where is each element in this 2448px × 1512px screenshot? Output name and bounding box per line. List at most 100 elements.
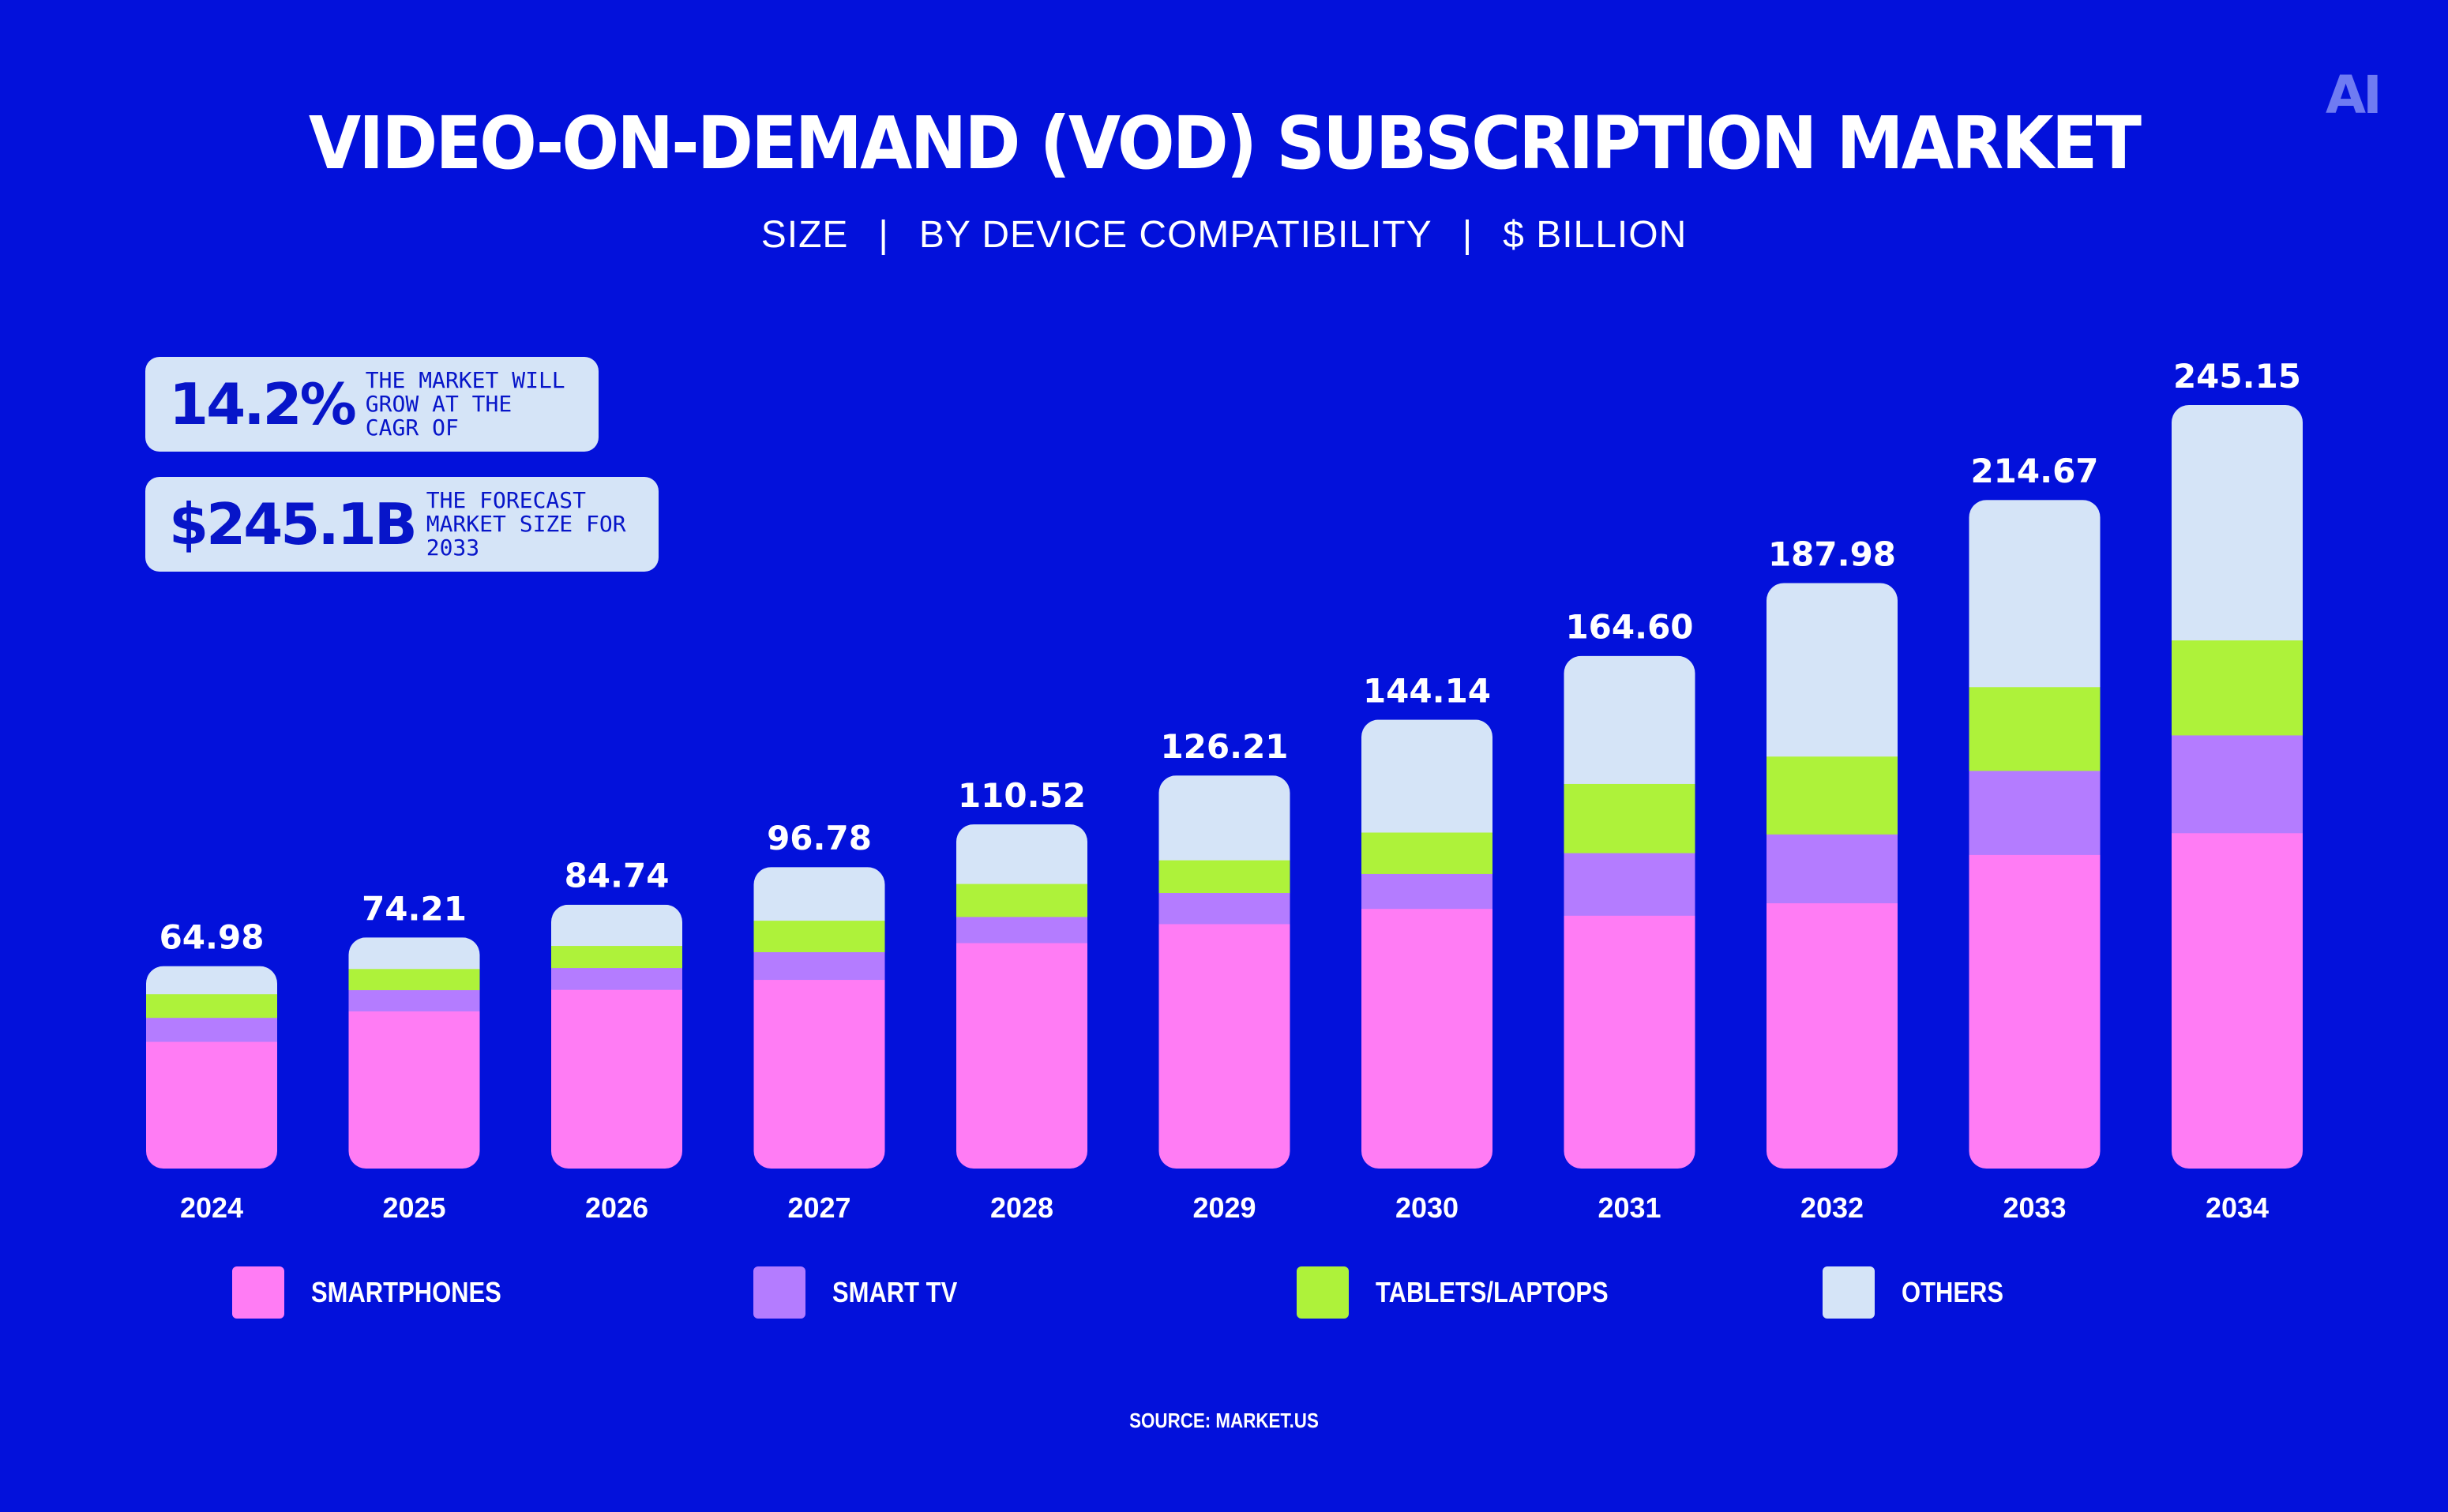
legend-item-others: OTHERS — [1823, 1266, 2020, 1319]
bar-segment-smart-tv-2032 — [1767, 834, 1898, 904]
bar-group-2031 — [1564, 655, 1695, 1169]
subtitle-separator: | — [878, 214, 889, 256]
bar-segment-others-2033 — [1969, 500, 2101, 688]
brand-logo: AI — [2326, 65, 2382, 126]
bar-segment-others-2024 — [146, 966, 277, 995]
bar-segment-smartphones-2033 — [1969, 854, 2101, 1169]
bar-segment-others-2026 — [551, 904, 682, 947]
x-tick-label: 2033 — [2003, 1191, 2066, 1224]
x-tick-label: 2028 — [990, 1191, 1053, 1224]
legend-label-smartphones: SMARTPHONES — [311, 1276, 501, 1308]
bar-segment-smart-tv-2030 — [1361, 873, 1492, 910]
bar-segment-tablets-laptops-2024 — [146, 993, 277, 1019]
legend-swatch-others — [1823, 1266, 1875, 1319]
legend-item-tablets-laptops: TABLETS/LAPTOPS — [1297, 1266, 1646, 1319]
forecast-value: $245.1B — [169, 491, 418, 557]
source-note: SOURCE: MARKET.US — [1129, 1409, 1319, 1432]
legend-swatch-tablets-laptops — [1297, 1266, 1349, 1319]
bar-total-label: 110.52 — [958, 776, 1086, 815]
bar-segment-smartphones-2028 — [956, 943, 1087, 1169]
x-tick-label: 2030 — [1395, 1191, 1459, 1224]
legend-swatch-smart-tv — [753, 1266, 805, 1319]
bar-total-label: 84.74 — [565, 857, 670, 895]
bar-segment-tablets-laptops-2026 — [551, 945, 682, 969]
bar-segment-smartphones-2031 — [1564, 915, 1695, 1169]
bar-total-label: 214.67 — [1970, 452, 2098, 490]
bar-segment-tablets-laptops-2033 — [1969, 686, 2101, 771]
bar-total-label: 144.14 — [1363, 671, 1491, 710]
bar-segment-smartphones-2030 — [1361, 908, 1492, 1169]
x-tick-label: 2032 — [1800, 1191, 1864, 1224]
subtitle-separator: | — [1462, 214, 1474, 256]
bar-segment-tablets-laptops-2029 — [1158, 860, 1290, 894]
bar-segment-smartphones-2026 — [551, 989, 682, 1169]
legend-label-tablets-laptops: TABLETS/LAPTOPS — [1376, 1276, 1609, 1308]
bar-total-label: 96.78 — [767, 819, 872, 857]
x-tick-label: 2026 — [585, 1191, 648, 1224]
x-tick-label: 2031 — [1598, 1191, 1661, 1224]
legend-item-smartphones: SMARTPHONES — [232, 1266, 532, 1319]
bar-segment-smartphones-2025 — [348, 1011, 480, 1169]
bar-segment-tablets-laptops-2027 — [753, 920, 885, 952]
bar-total-label: 245.15 — [2173, 357, 2301, 396]
bar-group-2028 — [956, 824, 1087, 1169]
bar-group-2029 — [1158, 775, 1290, 1169]
bar-segment-smart-tv-2033 — [1969, 770, 2101, 855]
x-tick-label: 2029 — [1192, 1191, 1256, 1224]
x-tick-label: 2034 — [2206, 1191, 2269, 1224]
bar-group-2034 — [2172, 405, 2303, 1169]
bar-segment-smart-tv-2034 — [2172, 734, 2303, 834]
cagr-value: 14.2% — [169, 371, 357, 437]
forecast-callout: $245.1B THE FORECAST MARKET SIZE FOR 203… — [145, 477, 659, 572]
bar-segment-smart-tv-2029 — [1158, 892, 1290, 925]
x-tick-label: 2027 — [787, 1191, 850, 1224]
bar-segment-others-2032 — [1767, 583, 1898, 757]
legend-item-smart-tv: SMART TV — [753, 1266, 978, 1319]
legend-label-others: OTHERS — [1902, 1276, 2004, 1308]
subtitle-device: BY DEVICE COMPATIBILITY — [918, 214, 1432, 256]
bar-segment-smart-tv-2028 — [956, 916, 1087, 944]
bar-segment-others-2031 — [1564, 655, 1695, 784]
bar-segment-others-2030 — [1361, 719, 1492, 833]
bar-segment-tablets-laptops-2034 — [2172, 640, 2303, 736]
bar-group-2026 — [551, 904, 682, 1169]
bar-group-2025 — [348, 937, 480, 1169]
forecast-text: THE FORECAST MARKET SIZE FOR 2033 — [426, 487, 626, 561]
bar-segment-others-2027 — [753, 867, 885, 921]
bar-segment-tablets-laptops-2031 — [1564, 783, 1695, 854]
bar-segment-smart-tv-2026 — [551, 967, 682, 990]
bar-total-label: 74.21 — [362, 889, 467, 928]
bar-group-2024 — [146, 966, 277, 1169]
subtitle-unit: $ BILLION — [1503, 214, 1688, 256]
cagr-callout: 14.2% THE MARKET WILL GROW AT THE CAGR O… — [145, 357, 599, 452]
bar-segment-smartphones-2034 — [2172, 832, 2303, 1169]
bar-group-2033 — [1969, 500, 2101, 1169]
bar-segment-tablets-laptops-2032 — [1767, 756, 1898, 835]
bar-total-label: 187.98 — [1768, 535, 1896, 574]
bar-segment-others-2029 — [1158, 775, 1290, 861]
bar-segment-others-2028 — [956, 824, 1087, 884]
bar-segment-tablets-laptops-2028 — [956, 884, 1087, 917]
bar-segment-smart-tv-2025 — [348, 989, 480, 1011]
bar-segment-smartphones-2029 — [1158, 923, 1290, 1169]
bar-segment-smart-tv-2024 — [146, 1017, 277, 1042]
bar-segment-tablets-laptops-2025 — [348, 968, 480, 991]
bar-total-label: 126.21 — [1160, 727, 1288, 766]
x-tick-label: 2024 — [180, 1191, 243, 1224]
bar-segment-smartphones-2027 — [753, 979, 885, 1169]
bar-segment-smartphones-2024 — [146, 1041, 277, 1169]
bar-segment-smart-tv-2031 — [1564, 853, 1695, 916]
bar-segment-smartphones-2032 — [1767, 902, 1898, 1169]
bar-group-2030 — [1361, 719, 1492, 1169]
bar-group-2032 — [1767, 583, 1898, 1169]
bar-segment-tablets-laptops-2030 — [1361, 831, 1492, 874]
legend-label-smart-tv: SMART TV — [832, 1276, 958, 1308]
bar-total-label: 64.98 — [160, 918, 265, 957]
bar-total-label: 164.60 — [1565, 608, 1693, 647]
bar-group-2027 — [753, 867, 885, 1169]
chart-legend: SMARTPHONES SMART TV TABLETS/LAPTOPS OTH… — [0, 1266, 2448, 1322]
chart-subtitle: SIZE | BY DEVICE COMPATIBILITY | $ BILLION — [0, 213, 2448, 257]
cagr-text: THE MARKET WILL GROW AT THE CAGR OF — [365, 367, 565, 441]
bar-segment-others-2034 — [2172, 405, 2303, 641]
